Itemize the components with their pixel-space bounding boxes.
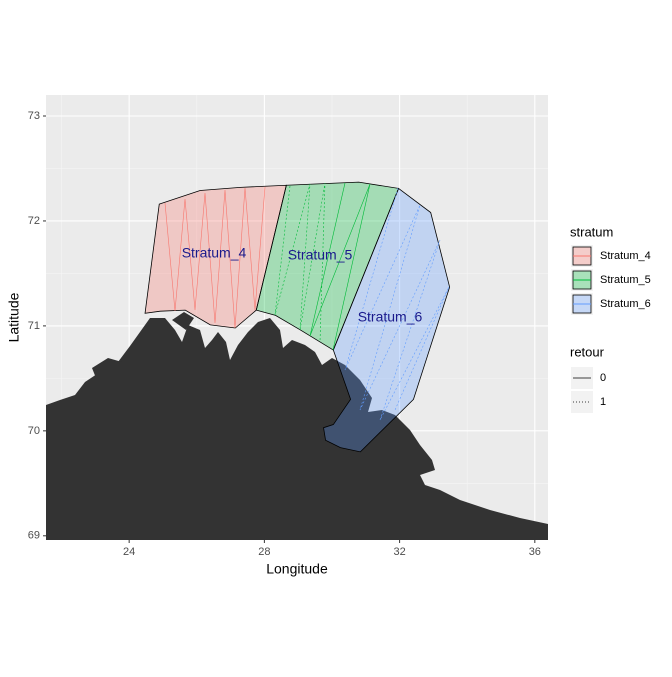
x-tick-label: 28 xyxy=(258,546,270,558)
transect xyxy=(274,182,326,343)
y-axis-title: Latitude xyxy=(6,292,22,342)
stratum-label: Stratum_6 xyxy=(358,309,423,325)
legend-label: Stratum_4 xyxy=(600,250,651,262)
land xyxy=(46,312,548,540)
legend-label: 1 xyxy=(600,396,606,408)
transects xyxy=(164,182,450,421)
x-tick-label: 24 xyxy=(123,546,135,558)
legend-title: retour xyxy=(570,344,605,359)
transect xyxy=(309,182,371,351)
stratum-label: Stratum_4 xyxy=(182,245,247,261)
x-axis-title: Longitude xyxy=(266,561,328,577)
y-tick-label: 72 xyxy=(28,215,40,227)
y-tick-label: 73 xyxy=(28,110,40,122)
y-tick-label: 71 xyxy=(28,320,40,332)
y-tick-label: 69 xyxy=(28,530,40,542)
legend-label: Stratum_5 xyxy=(600,274,651,286)
stratum-polygon xyxy=(323,187,451,453)
x-tick-label: 36 xyxy=(529,546,541,558)
legend-label: Stratum_6 xyxy=(600,298,651,310)
stratum-polygon xyxy=(144,184,287,329)
y-tick-label: 70 xyxy=(28,425,40,437)
legend-label: 0 xyxy=(600,372,606,384)
coastline xyxy=(46,318,548,540)
stratum-label: Stratum_5 xyxy=(288,247,353,263)
legend-title: stratum xyxy=(570,224,613,239)
x-tick-label: 32 xyxy=(393,546,405,558)
island xyxy=(172,312,194,330)
stratum-polygon xyxy=(255,181,400,351)
transect xyxy=(164,186,266,329)
island xyxy=(92,358,122,378)
